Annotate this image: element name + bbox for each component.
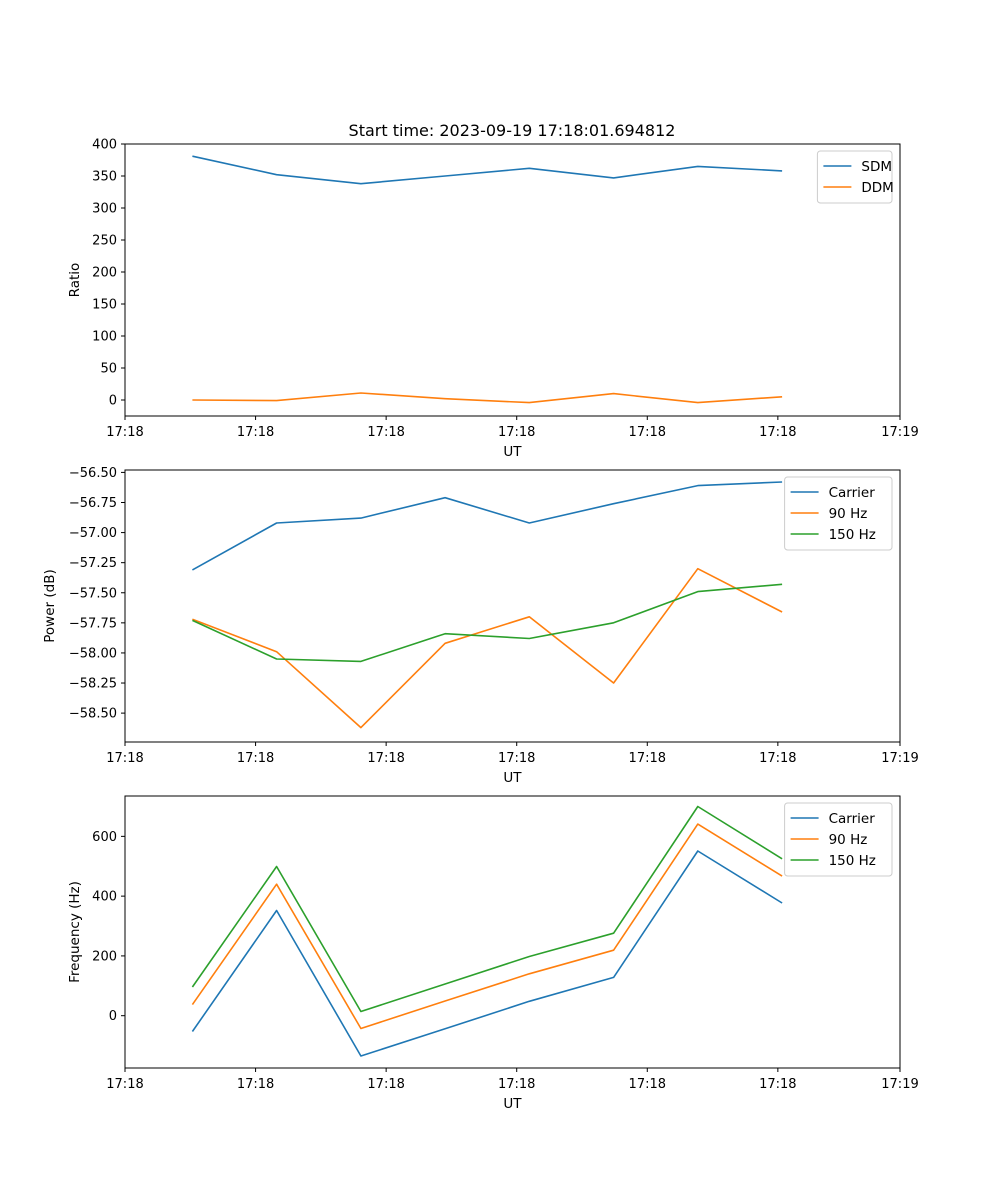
series-line-ddm xyxy=(192,392,783,404)
x-tick-label: 17:18 xyxy=(106,425,143,440)
y-tick-label: −57.25 xyxy=(69,556,117,571)
x-tick-label: 17:18 xyxy=(759,1077,796,1092)
y-tick-label: 350 xyxy=(92,170,117,185)
x-tick-label: 17:18 xyxy=(759,751,796,766)
y-axis-label: Power (dB) xyxy=(42,569,58,642)
y-tick-label: −58.00 xyxy=(69,646,117,661)
charts: 17:18 17:18 17:18 17:18 17:18 17:18 17:19 0 50 10… xyxy=(42,138,919,1113)
y-tick-label: 400 xyxy=(92,890,117,905)
legend-box xyxy=(784,802,893,877)
x-axis-label: UT xyxy=(503,1096,522,1112)
x-tick-label: 17:18 xyxy=(237,751,274,766)
figure-title: Start time: 2023-09-19 17:18:01.694812 xyxy=(349,121,676,140)
y-tick-label: 300 xyxy=(92,202,117,217)
y-tick-label: 100 xyxy=(92,330,117,345)
x-axis-label: UT xyxy=(503,444,522,460)
legend-label: 90 Hz xyxy=(829,506,868,522)
x-tick-label: 17:18 xyxy=(367,1077,404,1092)
x-tick-label: 17:19 xyxy=(881,751,918,766)
y-tick-label: 400 xyxy=(92,138,117,153)
y-tick-label: 0 xyxy=(109,1009,117,1024)
legend-label: 90 Hz xyxy=(829,832,868,848)
series-line-carrier xyxy=(192,481,783,571)
x-tick-label: 17:18 xyxy=(629,751,666,766)
chart-panel-1: 17:18 17:18 17:18 17:18 17:18 17:18 17:19 0 50 10… xyxy=(67,138,919,461)
legend-label: 150 Hz xyxy=(829,853,876,869)
y-tick-label: 150 xyxy=(92,298,117,313)
legend-label: Carrier xyxy=(829,485,876,501)
x-tick-label: 17:18 xyxy=(106,751,143,766)
x-tick-label: 17:18 xyxy=(367,425,404,440)
y-axis-label: Frequency (Hz) xyxy=(67,881,83,983)
legend-label: 150 Hz xyxy=(829,527,876,543)
x-tick-label: 17:18 xyxy=(237,1077,274,1092)
series-line-carrier xyxy=(191,850,783,1057)
chart-panel-2: 17:18 17:18 17:18 17:18 17:18 17:18 17:19 −58.5… xyxy=(42,466,919,786)
x-tick-label: 17:18 xyxy=(367,751,404,766)
x-tick-label: 17:18 xyxy=(629,1077,666,1092)
y-tick-label: −58.50 xyxy=(69,707,117,722)
x-tick-label: 17:18 xyxy=(237,425,274,440)
axes-frame xyxy=(124,795,901,1069)
y-tick-label: 250 xyxy=(92,234,117,249)
x-tick-label: 17:19 xyxy=(881,425,918,440)
legend-label: SDM xyxy=(861,159,892,175)
x-tick-label: 17:18 xyxy=(106,1077,143,1092)
x-tick-label: 17:19 xyxy=(881,1077,918,1092)
chart-panel-3: 17:18 17:18 17:18 17:18 17:18 17:18 17:19 0 200 4… xyxy=(67,795,919,1112)
series-line-sdm xyxy=(192,155,783,185)
y-tick-label: 0 xyxy=(109,394,117,409)
x-tick-label: 17:18 xyxy=(498,1077,535,1092)
axes-frame xyxy=(124,143,901,417)
y-tick-label: −56.75 xyxy=(69,496,117,511)
y-tick-label: −57.75 xyxy=(69,616,117,631)
y-tick-label: 600 xyxy=(92,830,117,845)
series-line-90-hz xyxy=(192,567,783,729)
y-tick-label: 50 xyxy=(100,362,117,377)
series-line-150-hz xyxy=(192,583,783,663)
legend-label: DDM xyxy=(861,180,893,196)
y-tick-label: −56.50 xyxy=(69,466,117,481)
legend: SDM DDM xyxy=(816,150,894,204)
axes-frame xyxy=(124,469,901,743)
legend: Carrier 90 Hz 150 Hz xyxy=(784,802,893,877)
series-line-150-hz xyxy=(191,805,783,1013)
x-tick-label: 17:18 xyxy=(498,425,535,440)
y-tick-label: −58.25 xyxy=(69,677,117,692)
x-axis-label: UT xyxy=(503,770,522,786)
series-line-90-hz xyxy=(191,823,783,1030)
y-tick-label: −57.50 xyxy=(69,586,117,601)
y-tick-label: 200 xyxy=(92,266,117,281)
y-axis-label: Ratio xyxy=(67,263,83,298)
legend-box xyxy=(784,476,893,551)
x-tick-label: 17:18 xyxy=(498,751,535,766)
legend: Carrier 90 Hz 150 Hz xyxy=(784,476,893,551)
y-tick-label: −57.00 xyxy=(69,526,117,541)
y-tick-label: 200 xyxy=(92,949,117,964)
x-tick-label: 17:18 xyxy=(629,425,666,440)
legend-label: Carrier xyxy=(829,811,876,827)
legend-box xyxy=(816,150,893,204)
x-tick-label: 17:18 xyxy=(759,425,796,440)
